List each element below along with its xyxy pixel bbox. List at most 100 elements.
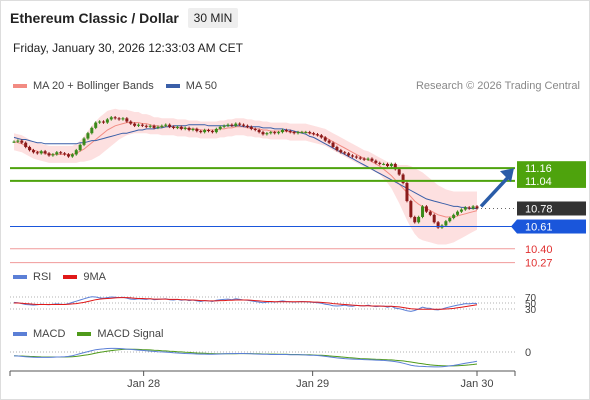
support-2-label: 10.40 xyxy=(525,244,553,256)
candle-body xyxy=(187,127,191,130)
candle-body xyxy=(319,135,323,138)
candle-body xyxy=(226,124,230,126)
ma50-line xyxy=(13,124,477,209)
candle-body xyxy=(467,207,471,209)
candle-body xyxy=(382,163,386,165)
candle-body xyxy=(397,169,401,175)
candle-body xyxy=(308,132,312,134)
candle-body xyxy=(105,119,109,123)
candle-body xyxy=(172,126,176,128)
candle-body xyxy=(133,123,137,126)
candle-body xyxy=(323,137,327,141)
candle-body xyxy=(195,128,199,132)
candle-body xyxy=(389,163,393,167)
resistance-2-label: 11.04 xyxy=(525,176,552,188)
candle-body xyxy=(140,124,144,126)
macd-legend-label: MACD xyxy=(33,328,66,340)
bollinger-band xyxy=(14,108,477,245)
candle-body xyxy=(35,152,39,154)
support-3-label: 10.27 xyxy=(525,258,553,270)
macd-signal-swatch xyxy=(77,332,92,336)
candle-body xyxy=(238,123,242,125)
candle-body xyxy=(452,214,456,219)
candle-body xyxy=(168,124,172,127)
rsi-level-label-30: 30 xyxy=(525,305,537,316)
candle-body xyxy=(343,152,347,154)
candle-body xyxy=(82,138,86,145)
candle-body xyxy=(218,126,222,129)
rsi-legend-label: RSI xyxy=(33,271,52,283)
candle-body xyxy=(183,127,187,129)
candle-body xyxy=(409,201,413,217)
candle-body xyxy=(273,132,277,134)
candle-body xyxy=(354,156,358,158)
timeframe-badge[interactable]: 30 MIN xyxy=(188,8,238,28)
candle-body xyxy=(424,206,428,212)
candle-body xyxy=(459,209,463,212)
candle-body xyxy=(288,131,292,133)
candle-body xyxy=(144,125,148,127)
current-price-label-bg xyxy=(517,201,586,216)
ma20-swatch xyxy=(13,84,27,88)
resistance-2-label-bg xyxy=(517,173,586,188)
macd-signal-line xyxy=(13,348,478,367)
candle-body xyxy=(164,124,168,126)
candle-body xyxy=(456,211,460,215)
candle-body xyxy=(362,158,366,160)
candle-body xyxy=(386,163,390,167)
x-tick-label-2: Jan 30 xyxy=(460,378,493,390)
candle-body xyxy=(175,126,179,128)
macd-line xyxy=(13,347,478,368)
timestamp: Friday, January 30, 2026 12:33:03 AM CET xyxy=(13,41,243,55)
rsi-9ma-swatch xyxy=(63,275,78,279)
candle-body xyxy=(366,158,370,160)
candle-body xyxy=(327,140,331,143)
forecast-arrow-shaft xyxy=(479,173,512,208)
candle-body xyxy=(47,153,51,156)
candle-body xyxy=(12,141,16,143)
candle-body xyxy=(214,128,218,133)
candle-body xyxy=(405,183,409,202)
candle-body xyxy=(51,154,55,156)
candle-body xyxy=(432,214,436,223)
candle-body xyxy=(444,221,448,226)
candle-body xyxy=(300,132,304,134)
candle-body xyxy=(463,207,467,210)
candle-body xyxy=(129,121,133,124)
candle-body xyxy=(335,146,339,151)
candle-body xyxy=(475,206,479,209)
candle-body xyxy=(74,150,78,155)
rsi-9ma-line xyxy=(14,297,478,310)
candle-body xyxy=(358,157,362,159)
candle-body xyxy=(253,128,257,130)
candle-body xyxy=(28,146,32,151)
rsi-level-label-70: 70 xyxy=(525,293,537,304)
rsi-level-label-50: 50 xyxy=(525,299,537,310)
macd-zero-label: 0 xyxy=(525,347,531,359)
candle-body xyxy=(269,132,273,134)
candle-body xyxy=(210,131,214,133)
macd-signal-legend-label: MACD Signal xyxy=(97,328,164,340)
candle-body xyxy=(222,125,226,127)
candle-body xyxy=(94,122,98,128)
candle-body xyxy=(20,140,24,143)
candle-body xyxy=(90,127,94,134)
candle-body xyxy=(265,133,269,135)
candles-group xyxy=(12,116,479,229)
research-credit: Research © 2026 Trading Central xyxy=(415,80,580,92)
candle-body xyxy=(113,117,117,119)
candle-body xyxy=(191,128,195,130)
candle-body xyxy=(234,123,238,126)
rsi-swatch xyxy=(13,275,27,279)
forecast-arrow-head xyxy=(500,168,514,183)
candle-body xyxy=(347,153,351,156)
candle-body xyxy=(249,126,253,129)
candle-body xyxy=(70,154,74,157)
candle-body xyxy=(339,150,343,153)
candle-body xyxy=(78,144,82,151)
ma50-swatch xyxy=(165,84,180,88)
candle-body xyxy=(312,133,316,135)
support-1-label-pointer xyxy=(511,219,517,234)
candle-body xyxy=(117,118,121,120)
